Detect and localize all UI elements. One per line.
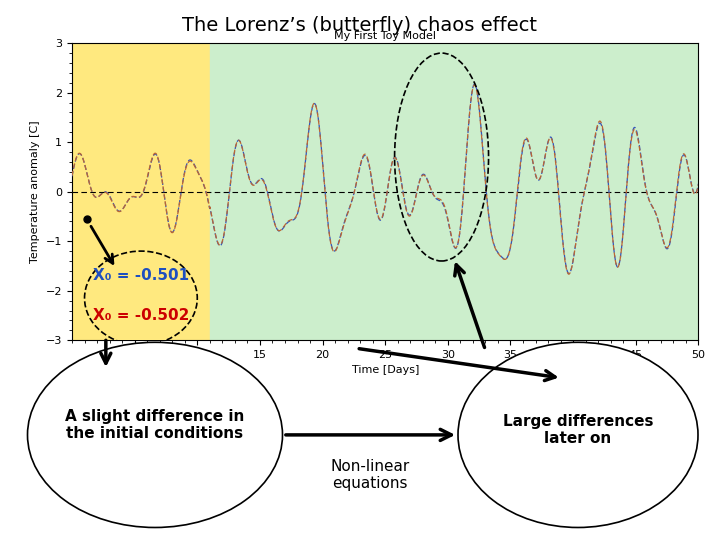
Ellipse shape (458, 342, 698, 528)
Ellipse shape (27, 342, 282, 528)
Text: The Lorenz’s (butterfly) chaos effect: The Lorenz’s (butterfly) chaos effect (182, 16, 538, 35)
Text: X₀ = -0.501: X₀ = -0.501 (93, 268, 189, 284)
Ellipse shape (84, 251, 197, 345)
Text: Large differences
later on: Large differences later on (503, 414, 653, 446)
X-axis label: Time [Days]: Time [Days] (351, 366, 419, 375)
Text: Non-linear
equations: Non-linear equations (330, 459, 410, 491)
Text: A slight difference in
the initial conditions: A slight difference in the initial condi… (66, 409, 245, 441)
Bar (210, 43, 698, 340)
Bar (72, 43, 210, 340)
Title: My First Toy Model: My First Toy Model (334, 31, 436, 41)
Y-axis label: Temperature anomaly [C]: Temperature anomaly [C] (30, 120, 40, 263)
Text: X₀ = -0.502: X₀ = -0.502 (93, 308, 189, 323)
